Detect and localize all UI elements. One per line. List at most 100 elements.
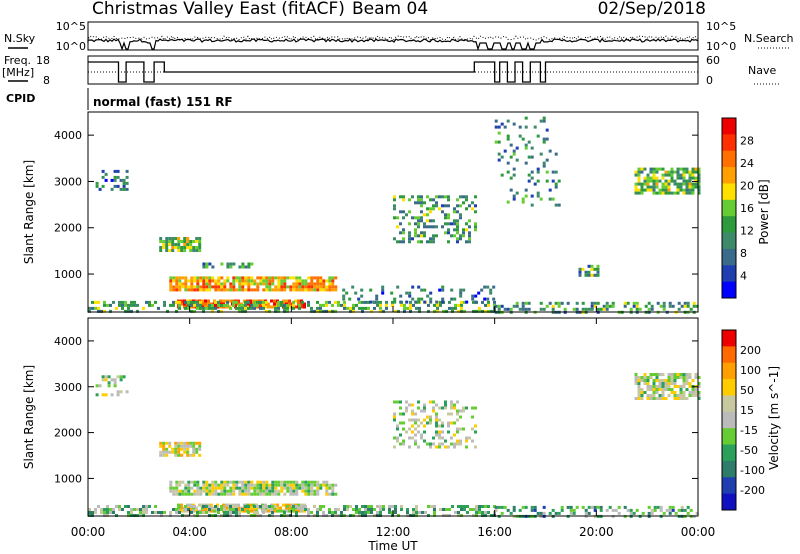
heatmap-cell xyxy=(211,483,215,487)
heatmap-cell xyxy=(199,279,203,283)
heatmap-cell xyxy=(337,300,340,304)
heatmap-cell xyxy=(438,436,441,440)
heatmap-cell xyxy=(259,300,262,304)
heatmap-cell xyxy=(172,492,176,496)
heatmap-cell xyxy=(376,511,379,514)
heatmap-cell xyxy=(247,489,251,493)
heatmap-cell xyxy=(415,505,418,508)
heatmap-cell xyxy=(691,182,695,186)
heatmap-cell xyxy=(661,173,665,177)
heatmap-cell xyxy=(688,191,692,195)
heatmap-cell xyxy=(661,397,665,400)
heatmap-cell xyxy=(459,427,462,431)
heatmap-cell xyxy=(426,213,429,217)
heatmap-cell xyxy=(596,270,600,274)
heatmap-cell xyxy=(109,508,112,511)
heatmap-cell xyxy=(204,506,207,510)
heatmap-cell xyxy=(101,375,105,379)
heatmap-cell xyxy=(265,480,269,484)
heatmap-cell xyxy=(196,285,200,289)
heatmap-cell xyxy=(414,234,417,238)
heatmap-cell xyxy=(584,270,588,274)
heatmap-cell xyxy=(411,216,414,220)
heatmap-cell xyxy=(685,185,689,189)
heatmap-cell xyxy=(649,388,653,391)
heatmap-cell xyxy=(313,492,317,496)
heatmap-cell xyxy=(408,294,412,298)
heatmap-cell xyxy=(634,382,638,385)
heatmap-cell xyxy=(307,288,311,292)
heatmap-cell xyxy=(635,307,639,311)
heatmap-cell xyxy=(98,187,102,191)
heatmap-cell xyxy=(267,302,270,306)
heatmap-cell xyxy=(668,511,672,515)
heatmap-cell xyxy=(202,276,206,280)
heatmap-cell xyxy=(414,222,417,226)
heatmap-cell xyxy=(450,297,454,301)
heatmap-cell xyxy=(319,306,322,310)
heatmap-cell xyxy=(295,511,298,514)
heatmap-cell xyxy=(249,506,252,510)
heatmap-cell xyxy=(596,267,600,271)
heatmap-cell xyxy=(429,240,432,244)
heatmap-cell xyxy=(676,167,680,171)
heatmap-cell xyxy=(396,225,399,229)
heatmap-cell xyxy=(186,246,190,249)
heatmap-cell xyxy=(402,439,405,443)
heatmap-cell xyxy=(500,304,504,308)
heatmap-cell xyxy=(453,222,456,226)
heatmap-cell xyxy=(124,300,127,304)
heatmap-cell xyxy=(175,309,178,313)
heatmap-cell xyxy=(274,309,277,313)
heatmap-cell xyxy=(679,391,683,394)
heatmap-cell xyxy=(184,306,187,310)
heatmap-cell xyxy=(94,511,97,514)
colorbar-segment xyxy=(722,460,736,478)
heatmap-cell xyxy=(551,179,555,183)
heatmap-cell xyxy=(288,299,291,303)
heatmap-cell xyxy=(530,203,534,207)
heatmap-cell xyxy=(94,306,97,310)
heatmap-cell xyxy=(623,301,627,305)
heatmap-cell xyxy=(304,282,308,286)
heatmap-cell xyxy=(676,173,680,177)
heatmap-cell xyxy=(343,306,346,310)
heatmap-cell xyxy=(198,441,202,445)
heatmap-cell xyxy=(554,301,558,305)
heatmap-cell xyxy=(441,300,445,304)
heatmap-cell xyxy=(474,406,477,410)
heatmap-cell xyxy=(214,282,218,286)
heatmap-cell xyxy=(250,288,254,292)
heatmap-cell xyxy=(190,511,193,514)
heatmap-cell xyxy=(210,506,213,510)
heatmap-cell xyxy=(649,376,653,379)
heatmap-cell xyxy=(503,149,507,153)
heatmap-cell xyxy=(222,503,225,507)
heatmap-cell xyxy=(682,382,686,385)
heatmap-cell xyxy=(130,300,133,304)
heatmap-cell xyxy=(340,511,343,514)
heatmap-cell xyxy=(253,511,256,514)
heatmap-cell xyxy=(288,302,291,306)
heatmap-cell xyxy=(175,489,179,493)
heatmap-cell xyxy=(112,511,115,514)
heatmap-cell xyxy=(178,282,182,286)
heatmap-cell xyxy=(474,204,477,208)
heatmap-cell xyxy=(548,149,552,153)
heatmap-cell xyxy=(649,176,653,180)
heatmap-cell xyxy=(527,307,531,311)
heatmap-cell xyxy=(177,441,181,445)
heatmap-cell xyxy=(247,480,251,484)
heatmap-cell xyxy=(334,309,337,313)
heatmap-cell xyxy=(444,222,447,226)
colorbar-tick-label: 20 xyxy=(740,180,754,193)
heatmap-cell xyxy=(192,506,195,510)
heatmap-cell xyxy=(244,276,248,280)
heatmap-cell xyxy=(694,394,698,397)
heatmap-cell xyxy=(402,421,405,425)
heatmap-cell xyxy=(289,276,293,280)
heatmap-cell xyxy=(95,393,99,397)
freq-trace xyxy=(88,61,698,83)
heatmap-cell xyxy=(646,394,650,397)
heatmap-cell xyxy=(379,505,382,508)
